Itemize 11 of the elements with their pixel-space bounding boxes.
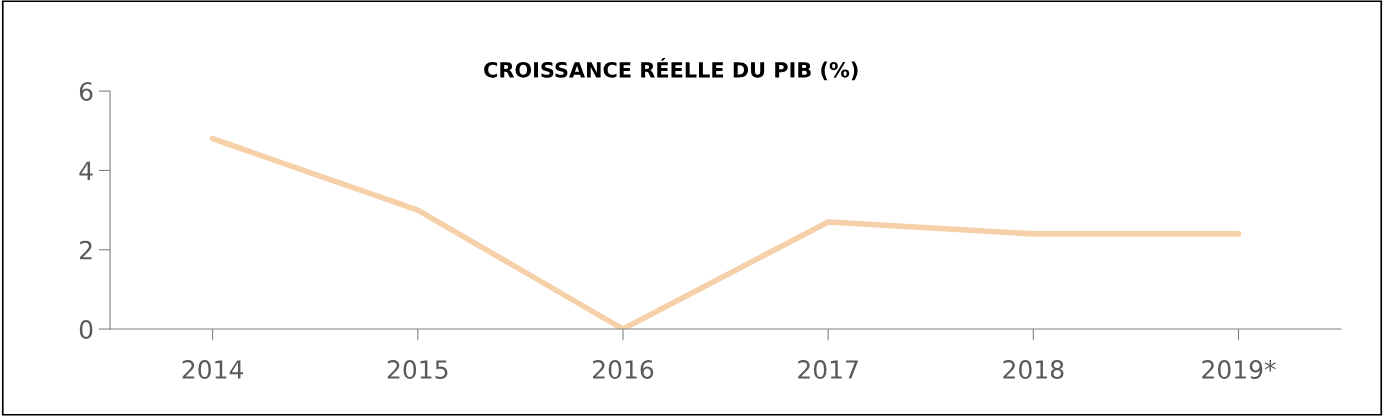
chart-title: CROISSANCE RÉELLE DU PIB (%)	[484, 58, 858, 81]
x-tick-label: 2018	[1003, 360, 1064, 379]
y-tick-label: 0	[79, 320, 93, 339]
x-tick-label: 2017	[798, 360, 858, 379]
x-tick-label: 2014	[182, 360, 244, 379]
x-tick-label: 2019*	[1202, 360, 1276, 379]
y-tick-label: 4	[79, 161, 93, 180]
x-tick-label: 2015	[387, 360, 448, 379]
y-tick-label: 6	[79, 82, 93, 101]
y-tick-label: 2	[79, 240, 92, 260]
x-tick-label: 2016	[592, 360, 654, 379]
